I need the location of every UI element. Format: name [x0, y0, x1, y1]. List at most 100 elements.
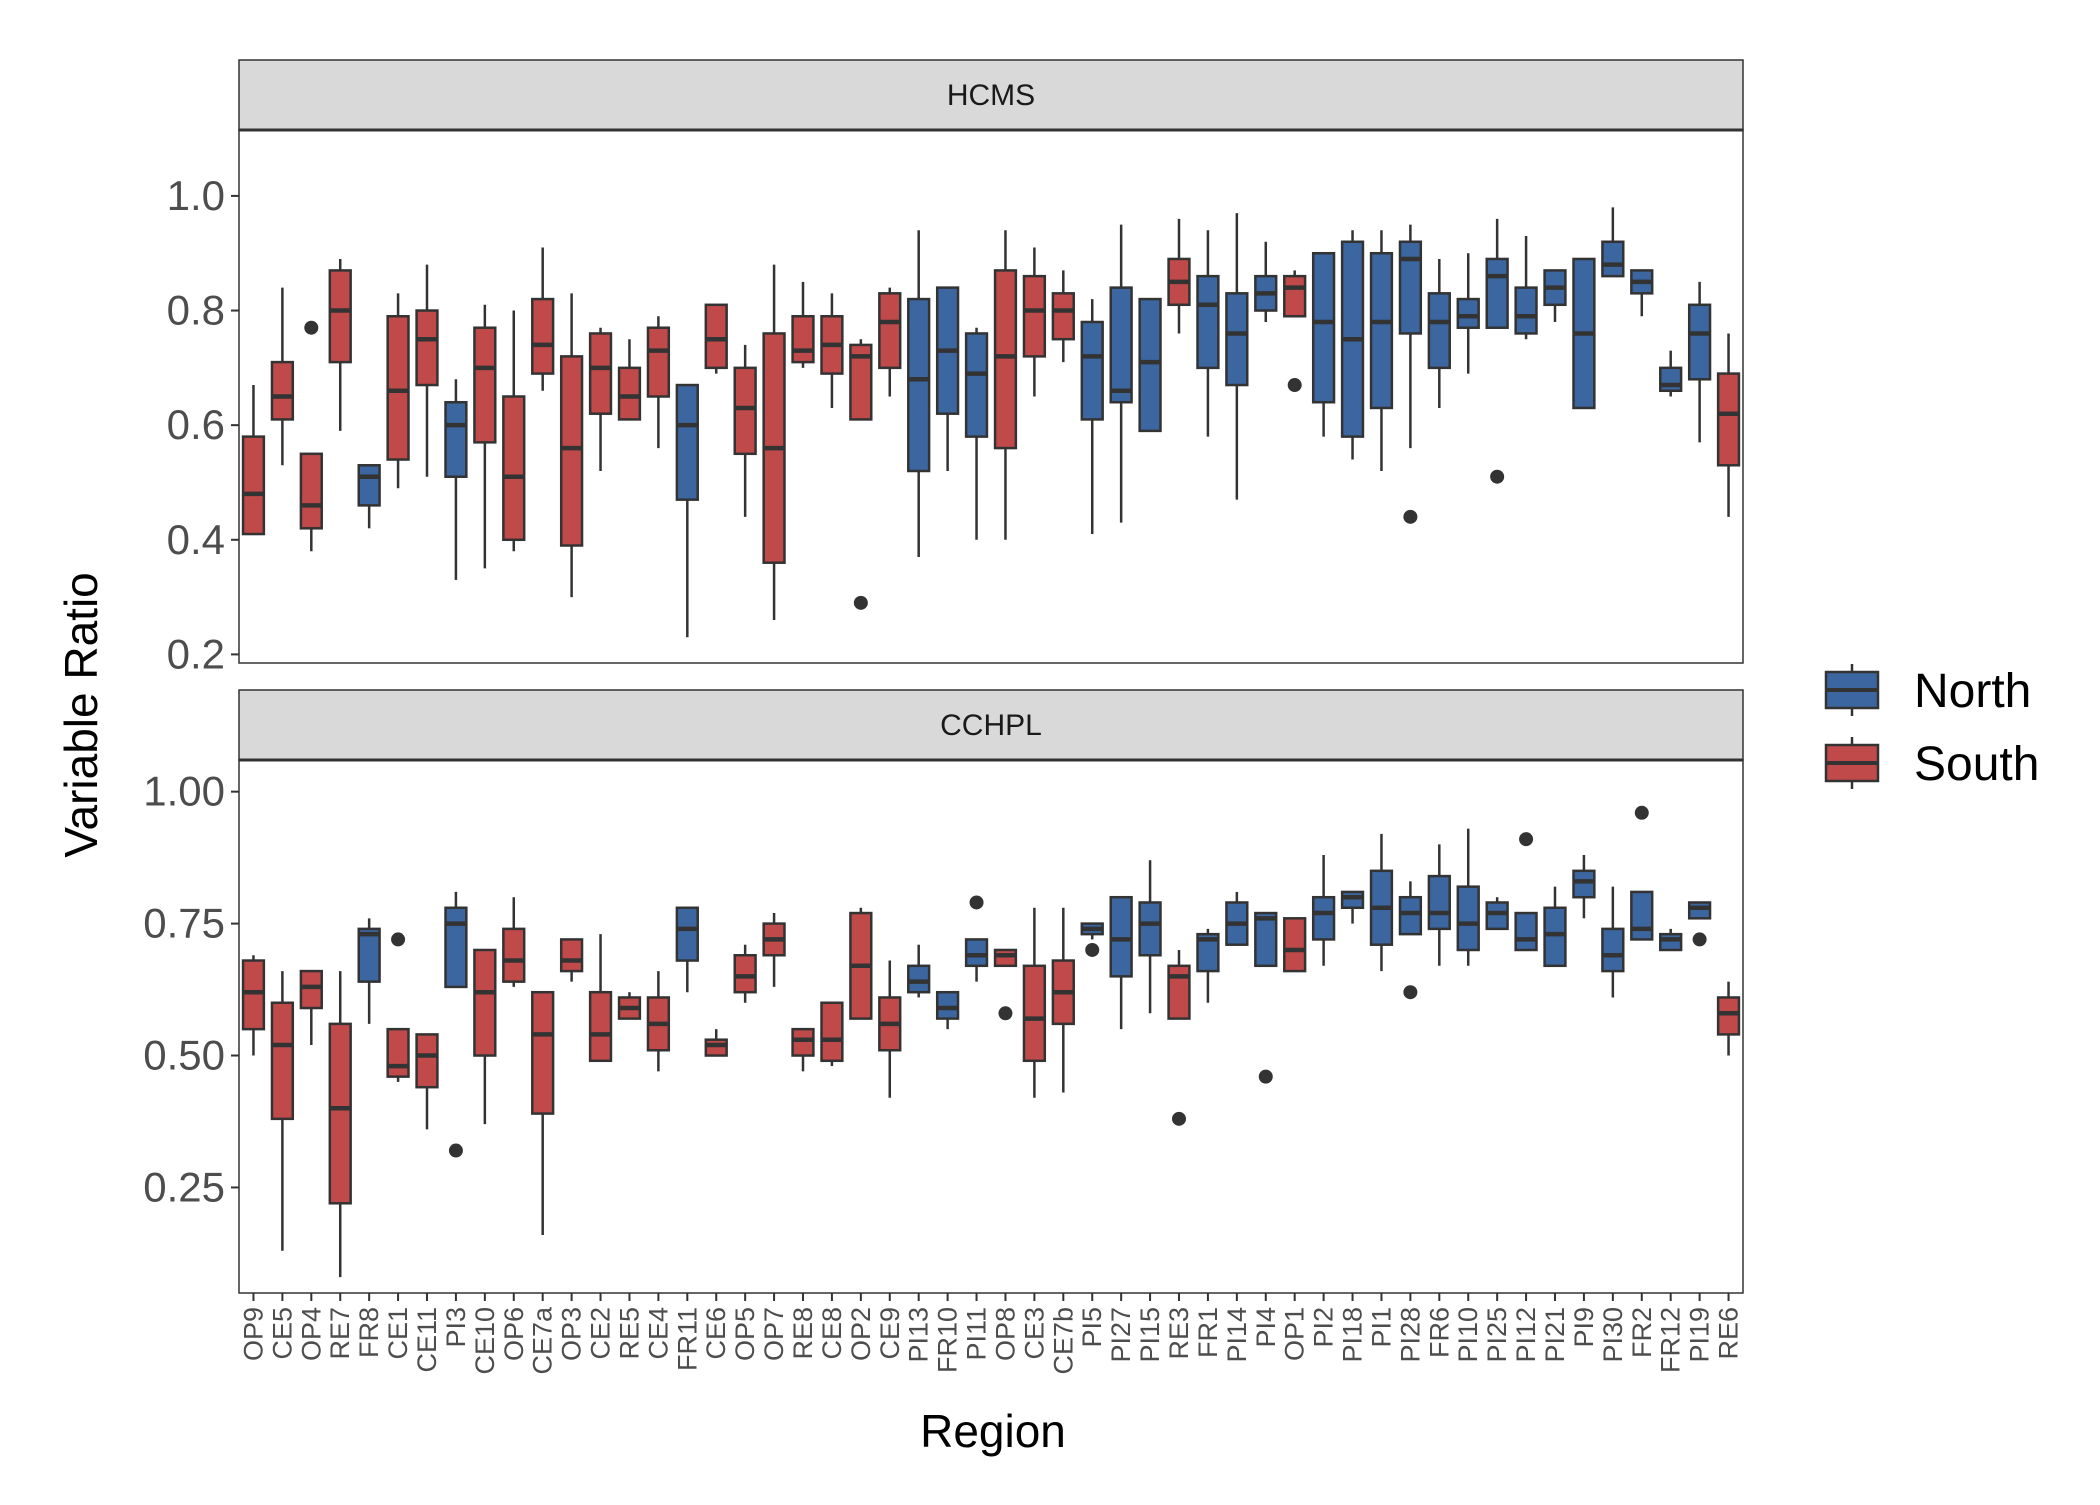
box-PI28	[1398, 224, 1423, 449]
x-tick-label: CE6	[701, 1307, 731, 1360]
box-FR8	[357, 464, 381, 529]
x-tick-label: PI11	[962, 1307, 992, 1361]
outlier-point	[998, 1006, 1013, 1021]
x-tick-label: FR1	[1193, 1307, 1223, 1358]
box-body	[1427, 874, 1451, 931]
box-body	[1196, 274, 1220, 370]
box-PI15	[1138, 297, 1162, 433]
y-tick-label: 0.25	[143, 1163, 225, 1210]
box-PI12	[1514, 236, 1538, 340]
box-body	[1022, 964, 1047, 1063]
x-tick-label: OP4	[296, 1307, 326, 1361]
outlier-point	[1085, 942, 1100, 957]
box-CE4	[646, 316, 671, 449]
x-tick-label: RE8	[788, 1307, 818, 1360]
box-CE7b	[1051, 270, 1075, 363]
outlier-point	[969, 895, 984, 910]
box-body	[733, 954, 757, 994]
box-CE11	[415, 264, 439, 477]
box-CE5	[270, 287, 295, 466]
box-PI25	[1485, 897, 1509, 931]
box-body	[1716, 996, 1741, 1036]
x-tick-label: RE7	[325, 1307, 355, 1360]
box-PI27	[1109, 895, 1133, 1030]
box-PI15	[1138, 860, 1162, 1014]
legend-item-south: South	[1824, 737, 2039, 791]
x-tick-label: PI9	[1569, 1307, 1599, 1348]
box-FR6	[1427, 258, 1451, 408]
x-tick-label: CE9	[875, 1307, 905, 1360]
outlier-point	[1692, 932, 1707, 947]
box-body	[1283, 274, 1307, 318]
x-tick-label: CE1	[383, 1307, 413, 1360]
box-body	[299, 969, 323, 1010]
x-tick-label: PI2	[1309, 1307, 1339, 1348]
facet-strip	[238, 59, 1744, 131]
box-CE6	[704, 1029, 728, 1057]
box-body	[270, 1001, 295, 1121]
box-OP7	[762, 913, 786, 987]
box-OP7	[762, 264, 786, 621]
box-body	[907, 297, 931, 473]
box-OP2	[849, 907, 873, 1020]
box-CE7b	[1051, 907, 1075, 1093]
box-body	[444, 906, 468, 989]
box-body	[1601, 927, 1625, 973]
box-body	[1456, 297, 1480, 329]
x-tick-label: PI28	[1395, 1307, 1425, 1363]
x-tick-label: OP9	[238, 1307, 268, 1361]
box-CE7a	[531, 990, 555, 1235]
outlier-point	[1634, 805, 1649, 820]
x-tick-label: CE5	[267, 1307, 297, 1360]
box-FR1	[1196, 230, 1220, 437]
box-OP9	[241, 955, 266, 1056]
box-body	[1398, 240, 1423, 335]
box-OP9	[241, 385, 266, 536]
box-CE8	[820, 1001, 844, 1067]
x-tick-label: CE3	[1019, 1307, 1049, 1360]
box-FR11	[675, 906, 699, 993]
box-CE2	[588, 327, 613, 472]
x-tick-label: PI5	[1077, 1307, 1107, 1348]
box-PI1	[1369, 230, 1394, 472]
outlier-point	[1403, 509, 1418, 524]
box-PI30	[1601, 886, 1625, 998]
box-body	[415, 1033, 439, 1089]
box-body	[386, 315, 410, 461]
box-PI25	[1485, 218, 1509, 329]
outlier-point	[304, 320, 319, 335]
x-tick-label: PI4	[1251, 1307, 1281, 1348]
box-body	[1138, 901, 1162, 957]
box-CE2	[588, 934, 613, 1063]
box-body	[1427, 292, 1451, 370]
x-tick-label: RE6	[1714, 1307, 1744, 1360]
x-tick-label: OP5	[730, 1307, 760, 1361]
x-tick-label: CE7b	[1048, 1307, 1078, 1375]
box-body	[1687, 303, 1712, 381]
box-body	[1022, 274, 1047, 358]
x-tick-label: PI13	[904, 1307, 934, 1363]
y-axis-title: Variable Ratio	[55, 572, 107, 858]
box-OP4	[299, 452, 323, 552]
box-CE1	[386, 1027, 410, 1082]
box-RE3	[1167, 949, 1191, 1020]
x-tick-label: RE5	[614, 1307, 644, 1360]
outlier-point	[1490, 469, 1505, 484]
facet-strip-label: CCHPL	[940, 709, 1042, 742]
x-tick-label: CE10	[470, 1307, 500, 1375]
box-body	[473, 948, 497, 1057]
box-body	[1369, 251, 1394, 410]
box-OP6	[502, 897, 526, 987]
legend-item-north: North	[1824, 664, 2031, 718]
y-tick-label: 0.75	[143, 900, 225, 947]
box-body	[791, 315, 815, 364]
box-PI14	[1225, 213, 1249, 500]
box-PI3	[444, 379, 468, 580]
x-tick-label: OP1	[1280, 1307, 1310, 1361]
box-OP4	[299, 969, 323, 1045]
box-OP2	[849, 339, 873, 421]
box-CE10	[473, 948, 497, 1125]
box-body	[1254, 911, 1278, 968]
box-body	[964, 938, 989, 968]
